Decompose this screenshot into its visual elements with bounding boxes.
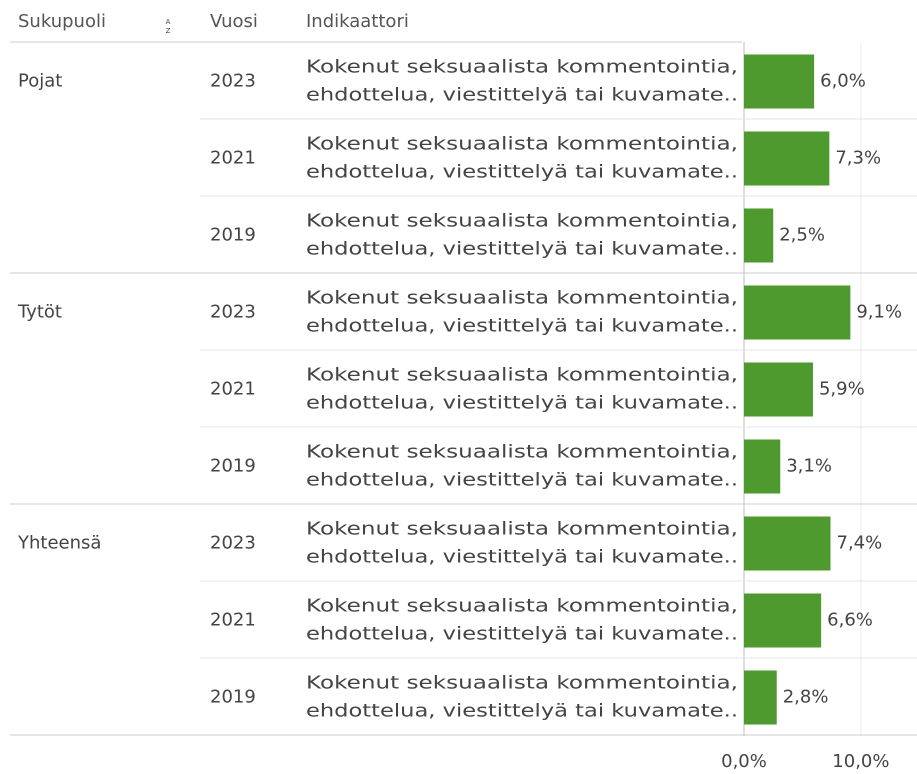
bar	[744, 362, 813, 417]
value-label: 2,8%	[783, 687, 829, 708]
year-label: 2019	[210, 225, 256, 246]
sort-icon: A Z	[166, 18, 171, 35]
indicator-label: ehdottelua, viestittelyä tai kuvamate..	[306, 85, 738, 106]
svg-text:Z: Z	[166, 27, 171, 35]
bar	[744, 54, 815, 109]
value-label: 6,0%	[820, 71, 866, 92]
bar	[744, 208, 774, 263]
indicator-label: ehdottelua, viestittelyä tai kuvamate..	[306, 393, 738, 414]
indicator-label: ehdottelua, viestittelyä tai kuvamate..	[306, 624, 738, 645]
group-label: Yhteensä	[17, 533, 101, 554]
indicator-label: ehdottelua, viestittelyä tai kuvamate..	[306, 162, 738, 183]
indicator-label: Kokenut seksuaalista kommentointia,	[306, 288, 738, 309]
value-label: 5,9%	[819, 379, 865, 400]
indicator-label: ehdottelua, viestittelyä tai kuvamate..	[306, 547, 738, 568]
indicator-label: Kokenut seksuaalista kommentointia,	[306, 211, 738, 232]
column-header: Indikaattori	[306, 11, 409, 32]
bar	[744, 670, 777, 725]
indicator-label: ehdottelua, viestittelyä tai kuvamate..	[306, 470, 738, 491]
bar	[744, 516, 831, 571]
column-header: Vuosi	[210, 11, 258, 32]
year-label: 2019	[210, 687, 256, 708]
indicator-label: ehdottelua, viestittelyä tai kuvamate..	[306, 701, 738, 722]
indicator-label: ehdottelua, viestittelyä tai kuvamate..	[306, 239, 738, 260]
value-label: 6,6%	[827, 610, 873, 631]
indicator-label: ehdottelua, viestittelyä tai kuvamate..	[306, 316, 738, 337]
indicator-label: Kokenut seksuaalista kommentointia,	[306, 673, 738, 694]
indicator-label: Kokenut seksuaalista kommentointia,	[306, 519, 738, 540]
indicator-label: Kokenut seksuaalista kommentointia,	[306, 365, 738, 386]
bar	[744, 131, 830, 186]
year-label: 2021	[210, 610, 256, 631]
x-tick-label: 10,0%	[832, 751, 889, 772]
x-tick-label: 0,0%	[721, 751, 767, 772]
year-label: 2021	[210, 148, 256, 169]
value-label: 2,5%	[779, 225, 825, 246]
value-label: 7,3%	[835, 148, 881, 169]
indicator-label: Kokenut seksuaalista kommentointia,	[306, 134, 738, 155]
value-label: 9,1%	[856, 302, 902, 323]
year-label: 2019	[210, 456, 256, 477]
year-label: 2023	[210, 302, 256, 323]
bar	[744, 285, 851, 340]
bar	[744, 439, 781, 494]
svg-text:A: A	[166, 18, 171, 26]
year-label: 2023	[210, 533, 256, 554]
year-label: 2021	[210, 379, 256, 400]
indicator-label: Kokenut seksuaalista kommentointia,	[306, 442, 738, 463]
column-header: Sukupuoli	[18, 11, 106, 32]
value-label: 3,1%	[786, 456, 832, 477]
indicator-label: Kokenut seksuaalista kommentointia,	[306, 57, 738, 78]
value-label: 7,4%	[837, 533, 883, 554]
bar	[744, 593, 822, 648]
group-label: Tytöt	[17, 302, 62, 323]
indicator-label: Kokenut seksuaalista kommentointia,	[306, 596, 738, 617]
group-label: Pojat	[18, 71, 62, 92]
year-label: 2023	[210, 71, 256, 92]
